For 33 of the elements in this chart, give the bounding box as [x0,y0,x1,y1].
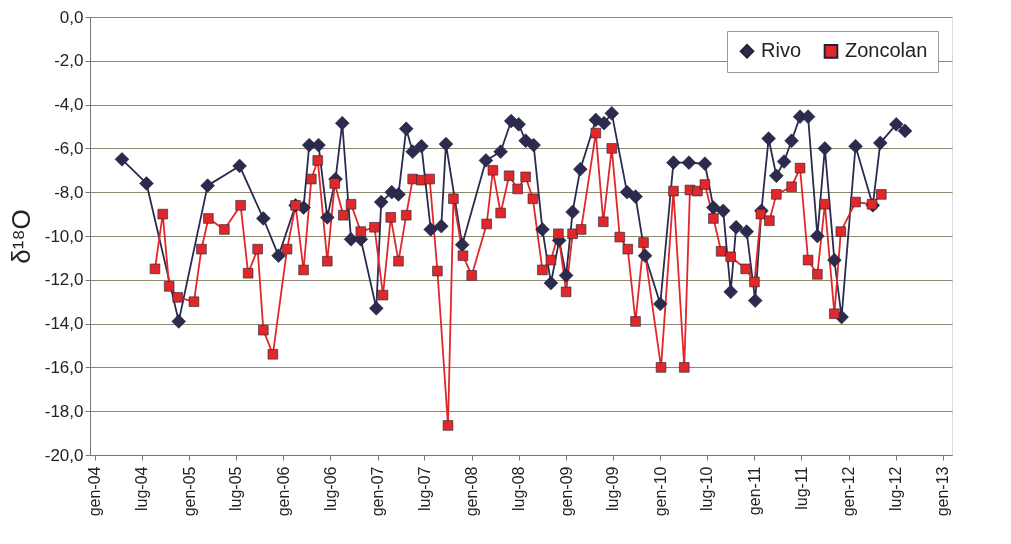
x-tick-label: gen-08 [463,466,481,517]
x-tick-label: gen-12 [840,466,858,517]
legend-label: Zoncolan [845,39,928,62]
y-tick-label: -12,0 [44,270,84,290]
y-tick-label: -16,0 [44,357,84,377]
x-tick-label: lug-06 [321,466,339,511]
x-tick-label: lug-09 [604,466,622,511]
y-tick-label: -20,0 [44,445,84,465]
y-axis-title: δ¹⁸O [5,209,36,264]
legend-label: Rivo [761,39,802,62]
x-tick-label: lug-11 [792,466,810,510]
y-tick-label: -18,0 [44,401,84,421]
x-tick-label: gen-10 [651,466,669,517]
x-tick-label: gen-13 [934,466,952,517]
y-tick-label: -4,0 [54,95,84,115]
x-tick-label: lug-05 [227,466,245,511]
y-tick-label: -2,0 [54,51,84,71]
x-tick-label: gen-07 [369,466,387,517]
y-tick-label: 0,0 [59,7,84,27]
x-tick-label: gen-04 [86,466,104,517]
x-tick-label: gen-06 [274,466,292,517]
y-tick-label: -8,0 [54,182,84,202]
x-tick-label: lug-07 [415,466,433,511]
x-tick-label: lug-12 [887,466,905,511]
y-tick-label: -14,0 [44,314,84,334]
x-tick-label: gen-11 [745,466,763,516]
x-tick-label: lug-04 [133,466,151,511]
y-tick-label: -6,0 [54,138,84,158]
x-tick-label: lug-08 [510,466,528,511]
x-tick-label: gen-09 [557,466,575,517]
y-tick-label: -10,0 [44,226,84,246]
x-tick-label: lug-10 [698,466,716,511]
x-tick-label: gen-05 [180,466,198,517]
